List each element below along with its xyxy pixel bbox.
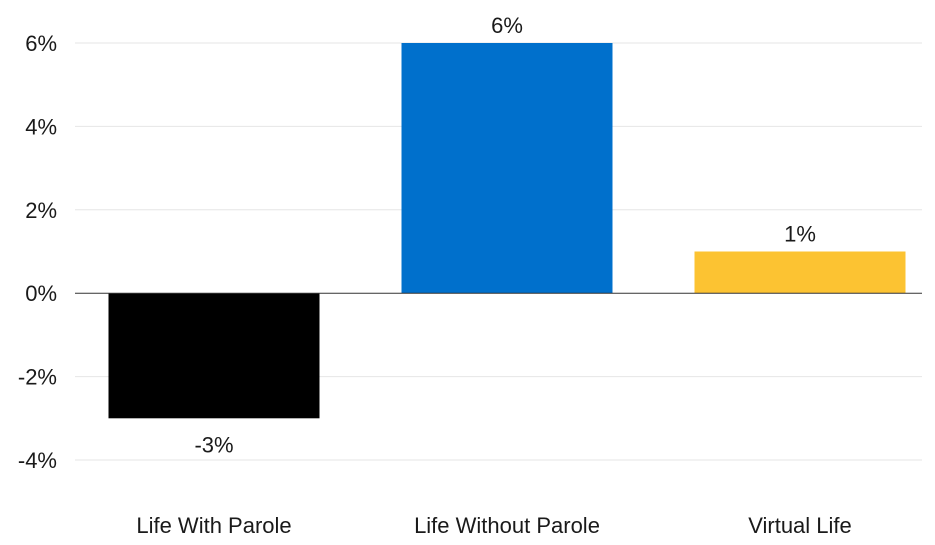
y-tick-label: -2% [18,365,57,390]
bar-value-label: 6% [491,13,523,38]
y-axis-ticks: 6% 4% 2% 0% -2% -4% [18,31,57,473]
y-tick-label: 4% [25,114,57,139]
x-axis-categories: Life With Parole Life Without Parole Virtu… [136,513,851,538]
x-category-label: Life Without Parole [414,513,600,538]
bar-value-label: -3% [194,432,233,457]
bar-value-label: 1% [784,222,816,247]
y-tick-label: 0% [25,281,57,306]
bar [695,252,906,294]
y-tick-label: -4% [18,448,57,473]
y-tick-label: 6% [25,31,57,56]
x-category-label: Virtual Life [748,513,852,538]
x-category-label: Life With Parole [136,513,291,538]
bar [109,293,320,418]
bar [402,43,613,293]
y-tick-label: 2% [25,198,57,223]
